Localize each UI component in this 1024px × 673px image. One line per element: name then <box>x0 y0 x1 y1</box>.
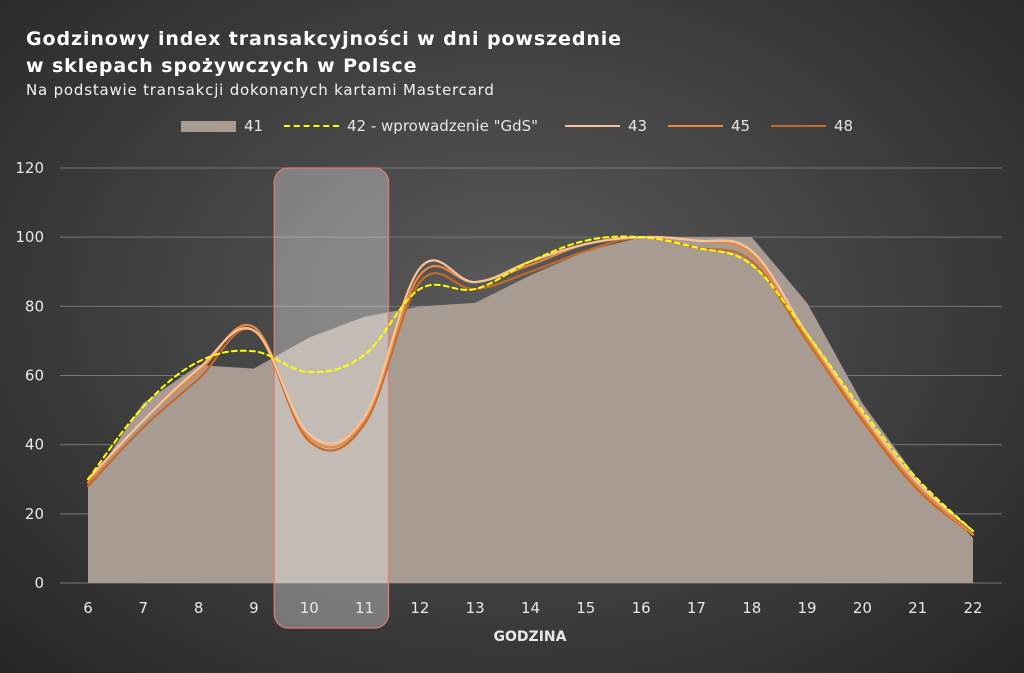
x-tick-12: 12 <box>410 599 429 617</box>
x-tick-13: 13 <box>466 599 485 617</box>
highlight-layer <box>273 167 390 629</box>
x-tick-19: 19 <box>798 599 817 617</box>
x-axis-ticks: 6 7 8 9 10 11 12 13 14 15 16 17 18 19 20 21 22 <box>83 599 982 617</box>
chart-title-line1: Godzinowy index transakcyjności w dni po… <box>26 28 622 50</box>
x-tick-16: 16 <box>632 599 651 617</box>
legend-label-45: 45 <box>731 117 751 135</box>
legend-item-45: 45 <box>668 115 750 137</box>
x-tick-18: 18 <box>742 599 761 617</box>
legend-swatch-41 <box>181 120 236 132</box>
line-layer <box>86 235 975 536</box>
legend-swatch-45 <box>668 125 723 127</box>
legend-label-42: 42 - wprowadzenie "GdS" <box>347 117 539 135</box>
legend-label-48: 48 <box>834 117 854 135</box>
legend-label-43: 43 <box>628 117 648 135</box>
y-tick-60: 60 <box>25 367 44 385</box>
legend-item-43: 43 <box>565 115 647 137</box>
highlight-box <box>273 167 390 629</box>
y-tick-40: 40 <box>25 436 44 454</box>
series-42-line <box>87 235 974 533</box>
legend-item-42: 42 - wprowadzenie "GdS" <box>284 115 538 137</box>
chart-title: Godzinowy index transakcyjności w dni po… <box>26 26 622 80</box>
x-tick-21: 21 <box>908 599 927 617</box>
y-tick-0: 0 <box>34 574 44 592</box>
legend-item-41: 41 <box>181 115 263 137</box>
legend-item-48: 48 <box>771 115 853 137</box>
chart-subtitle: Na podstawie transakcji dokonanych karta… <box>26 81 495 99</box>
y-tick-20: 20 <box>25 505 44 523</box>
series-43-line <box>86 235 975 533</box>
chart-legend: 41 42 - wprowadzenie "GdS" 43 45 48 <box>0 115 1024 137</box>
legend-swatch-48 <box>771 125 826 127</box>
series-41-area <box>88 237 973 583</box>
x-tick-20: 20 <box>853 599 872 617</box>
x-axis-label: GODZINA <box>494 629 567 645</box>
legend-swatch-43 <box>565 125 620 127</box>
x-tick-22: 22 <box>963 599 982 617</box>
x-tick-9: 9 <box>249 599 259 617</box>
x-tick-11: 11 <box>355 599 374 617</box>
x-tick-14: 14 <box>521 599 540 617</box>
y-tick-120: 120 <box>15 159 44 177</box>
y-axis-ticks: 0 20 40 60 80 100 120 <box>15 159 44 592</box>
x-tick-8: 8 <box>194 599 204 617</box>
x-tick-6: 6 <box>83 599 93 617</box>
legend-swatch-42 <box>284 125 339 127</box>
area-layer <box>88 237 973 583</box>
x-tick-7: 7 <box>139 599 149 617</box>
y-tick-80: 80 <box>25 297 44 315</box>
series-48-line <box>86 236 975 536</box>
legend-label-41: 41 <box>244 117 264 135</box>
y-tick-100: 100 <box>15 228 44 246</box>
x-tick-17: 17 <box>687 599 706 617</box>
chart-title-line2: w sklepach spożywczych w Polsce <box>26 55 418 77</box>
x-tick-15: 15 <box>576 599 595 617</box>
x-tick-10: 10 <box>300 599 319 617</box>
